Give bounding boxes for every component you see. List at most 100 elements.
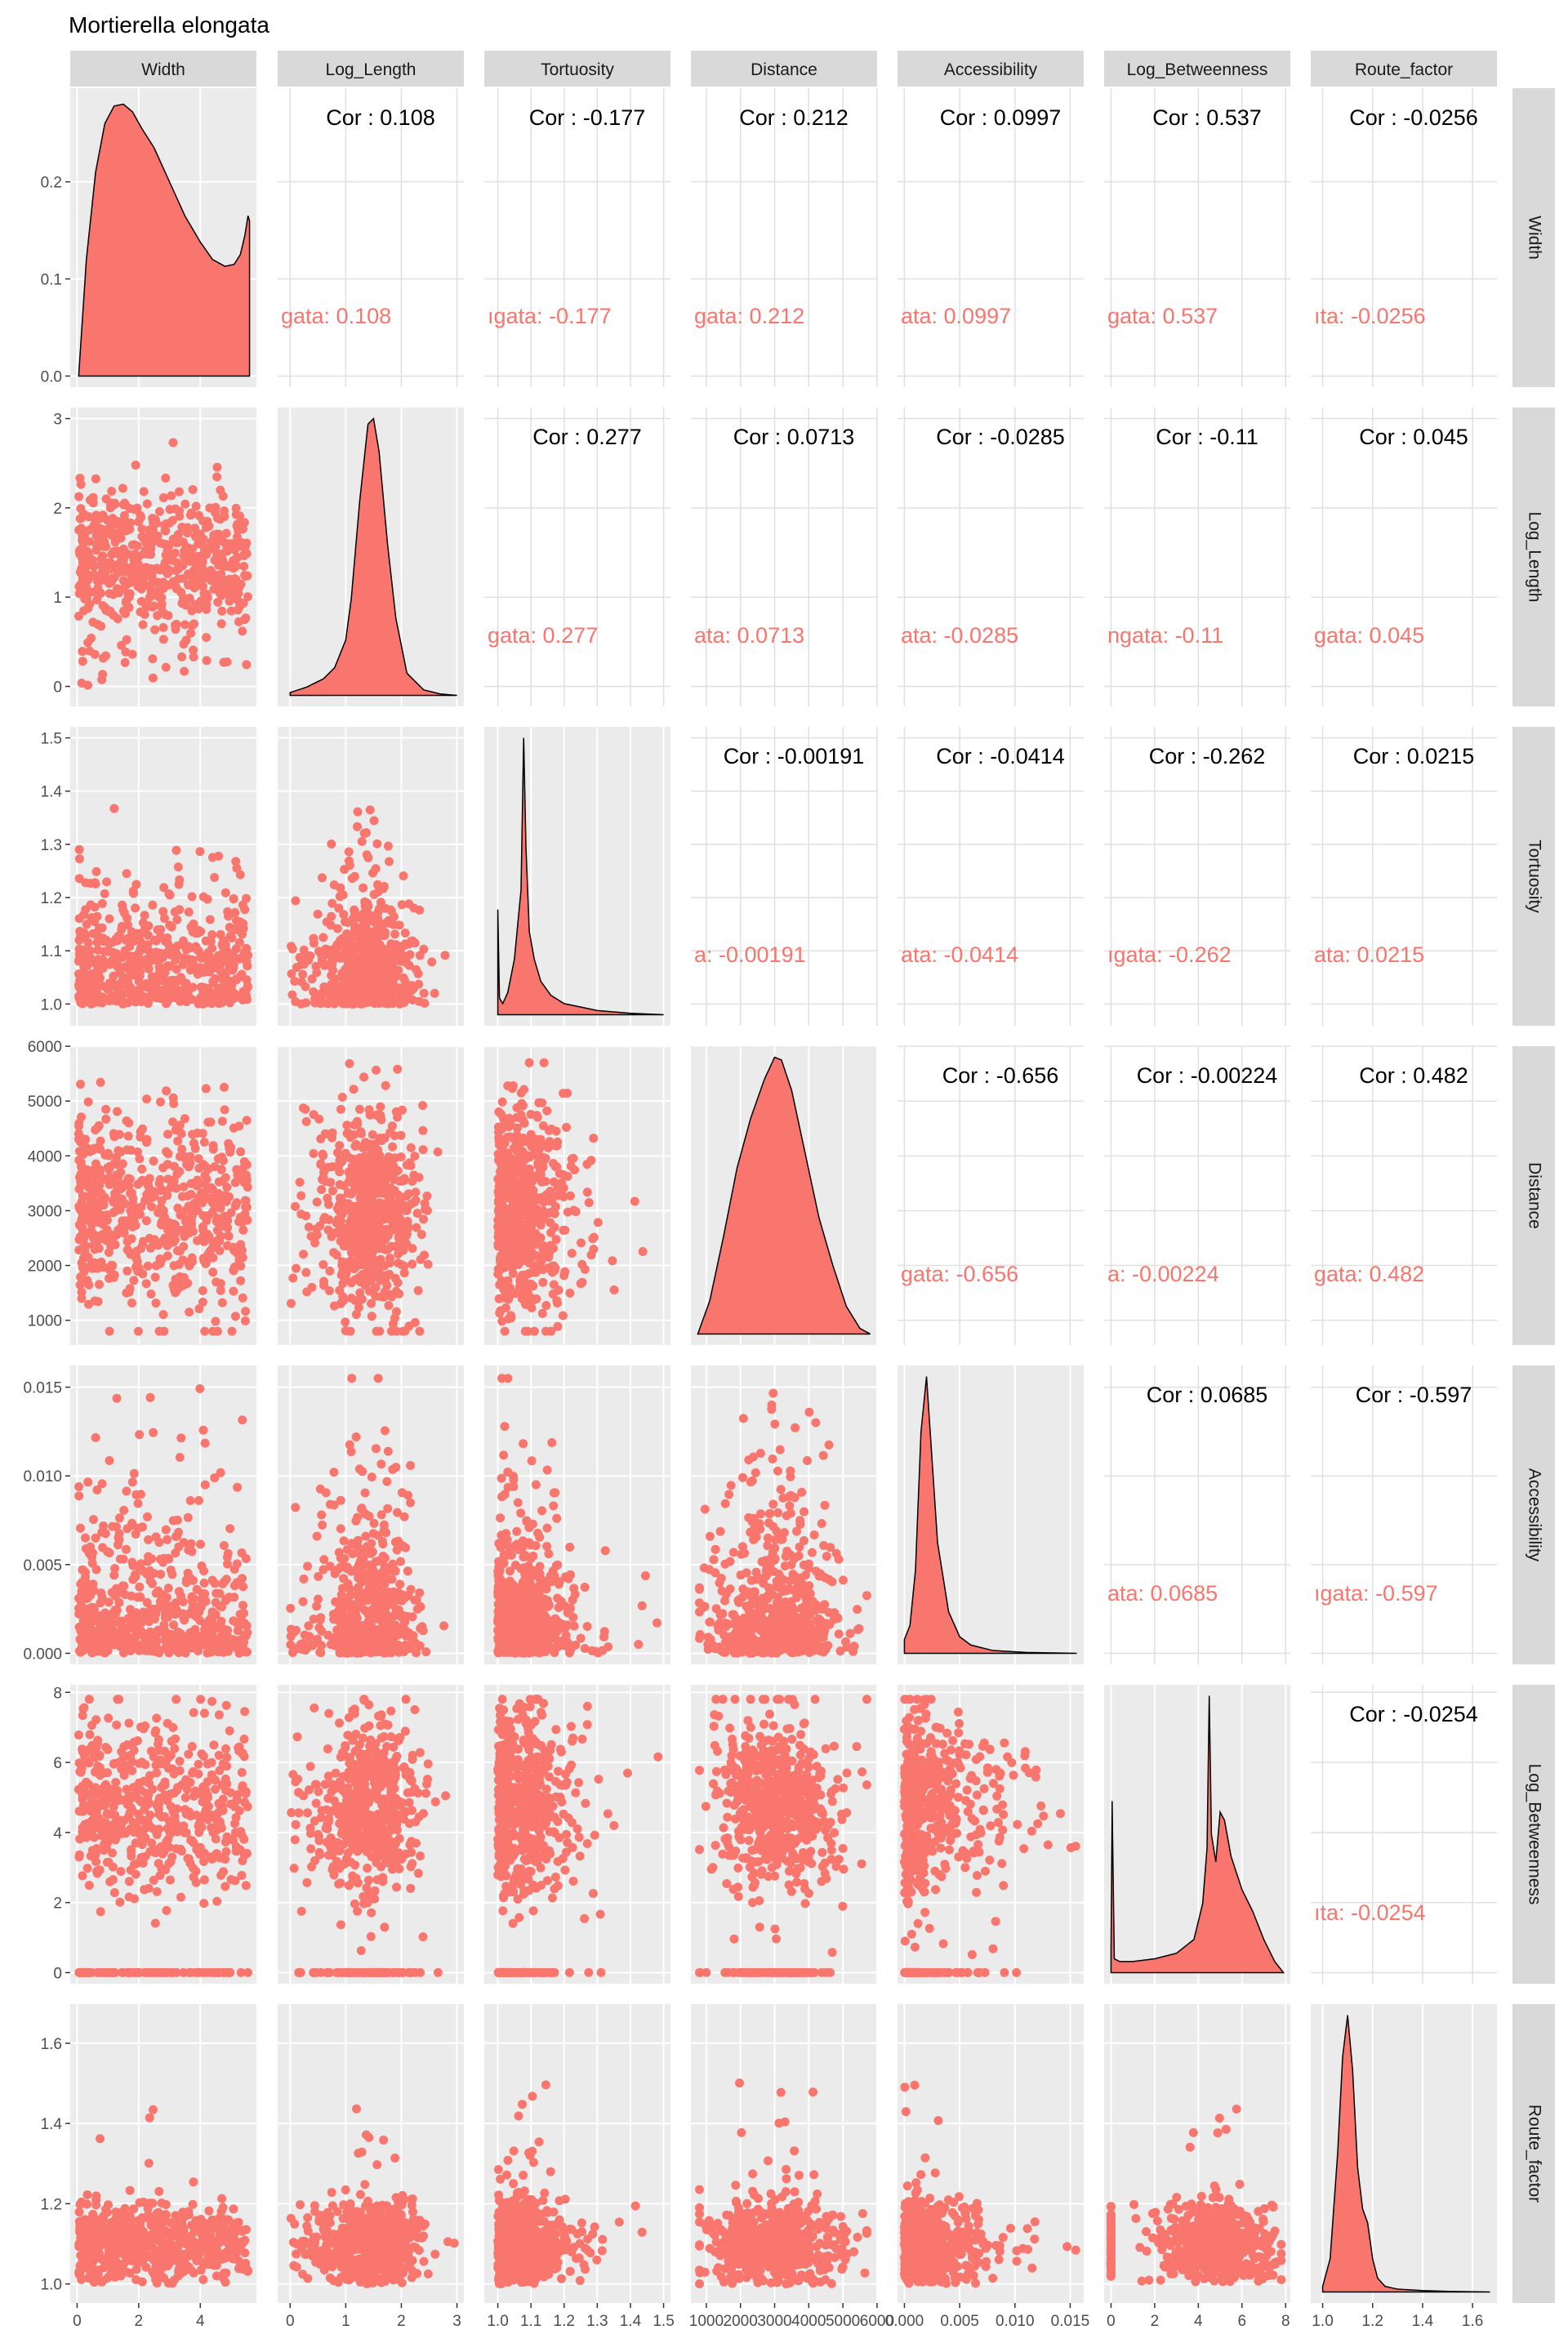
scatter-point — [290, 977, 300, 986]
scatter-point — [157, 992, 167, 1001]
scatter-point — [318, 952, 327, 962]
scatter-point — [369, 889, 379, 899]
scatter-point — [497, 1316, 507, 1326]
scatter-point — [359, 1072, 368, 1082]
scatter-point — [341, 1326, 350, 1335]
scatter-point — [153, 1604, 163, 1614]
scatter-point — [349, 944, 359, 954]
scatter-point — [552, 1296, 562, 1306]
scatter-point — [110, 1189, 119, 1199]
correlation-group: ata: 0.0713 — [694, 623, 804, 648]
scatter-point — [339, 1241, 349, 1251]
scatter-point — [137, 1176, 146, 1186]
scatter-point — [405, 950, 415, 960]
scatter-point — [363, 978, 373, 988]
scatter-point — [357, 1294, 367, 1304]
scatter-point — [323, 946, 333, 956]
scatter-point — [390, 929, 399, 939]
scatter-point — [304, 956, 314, 965]
scatter-point — [136, 997, 146, 1006]
scatter-point — [325, 1266, 335, 1276]
scatter-point — [226, 606, 236, 616]
scatter-point — [420, 999, 430, 1008]
scatter-point — [339, 1232, 349, 1241]
correlation-overall: Cor : -0.00224 — [1137, 1063, 1278, 1088]
scatter-point — [528, 1295, 537, 1305]
scatter-point — [105, 1456, 114, 1465]
scatter-point — [144, 1552, 154, 1561]
scatter-point — [122, 1544, 131, 1554]
scatter-point — [315, 1647, 325, 1657]
scatter-point — [181, 943, 191, 953]
scatter-point — [185, 510, 195, 520]
scatter-point — [236, 1147, 246, 1156]
scatter-point — [291, 1201, 300, 1211]
panel-background — [691, 408, 877, 706]
scatter-point — [174, 1587, 184, 1597]
scatter-point — [163, 1191, 172, 1200]
scatter-point — [139, 573, 149, 583]
correlation-group: gata: 0.212 — [694, 304, 804, 328]
scatter-point — [224, 911, 234, 921]
scatter-point — [176, 1433, 186, 1443]
scatter-point — [229, 1592, 239, 1602]
scatter-point — [115, 968, 125, 978]
scatter-point — [207, 853, 217, 862]
scatter-point — [341, 1317, 350, 1327]
scatter-point — [77, 1112, 86, 1122]
scatter-point — [630, 1196, 639, 1206]
scatter-point — [313, 909, 323, 919]
scatter-point — [360, 1138, 370, 1147]
scatter-point — [393, 1064, 403, 1074]
scatter-point — [381, 1245, 390, 1254]
scatter-point — [608, 1256, 617, 1266]
panel-tortuosity-vs-log-length — [278, 727, 464, 1026]
scatter-point — [145, 1233, 154, 1243]
scatter-point — [309, 987, 318, 996]
scatter-point — [388, 1142, 398, 1152]
scatter-point — [126, 971, 136, 981]
scatter-point — [497, 1097, 507, 1107]
scatter-point — [207, 1615, 216, 1625]
scatter-point — [80, 530, 89, 540]
scatter-point — [339, 1536, 349, 1546]
scatter-point — [181, 978, 191, 988]
scatter-point — [160, 1635, 170, 1644]
scatter-point — [360, 1488, 370, 1498]
scatter-point — [238, 1415, 247, 1425]
scatter-point — [242, 985, 252, 995]
scatter-point — [104, 1597, 114, 1607]
scatter-points — [74, 804, 252, 1009]
scatter-point — [82, 1173, 91, 1183]
scatter-point — [496, 1135, 506, 1145]
scatter-point — [397, 1260, 407, 1270]
scatter-point — [378, 1539, 388, 1549]
scatter-point — [516, 1273, 526, 1283]
scatter-point — [380, 984, 390, 994]
scatter-point — [133, 1499, 143, 1508]
scatter-point — [180, 620, 190, 630]
scatter-point — [163, 1584, 173, 1593]
scatter-point — [345, 1256, 355, 1266]
scatter-point — [74, 1121, 83, 1131]
scatter-point — [396, 1557, 405, 1566]
scatter-point — [89, 1190, 99, 1200]
scatter-point — [381, 1080, 390, 1090]
scatter-point — [173, 529, 183, 539]
scatter-point — [527, 1142, 537, 1152]
scatter-point — [152, 978, 162, 988]
scatter-point — [99, 1625, 109, 1635]
panel-background — [898, 1046, 1084, 1345]
scatter-point — [212, 1277, 221, 1287]
scatter-point — [126, 1605, 135, 1615]
scatter-point — [399, 1326, 408, 1336]
scatter-point — [531, 1209, 541, 1219]
scatter-point — [239, 518, 249, 528]
scatter-point — [336, 1553, 345, 1563]
scatter-point — [114, 1513, 124, 1523]
scatter-point — [560, 1267, 570, 1276]
scatter-point — [83, 1252, 93, 1262]
scatter-point — [546, 1326, 556, 1336]
